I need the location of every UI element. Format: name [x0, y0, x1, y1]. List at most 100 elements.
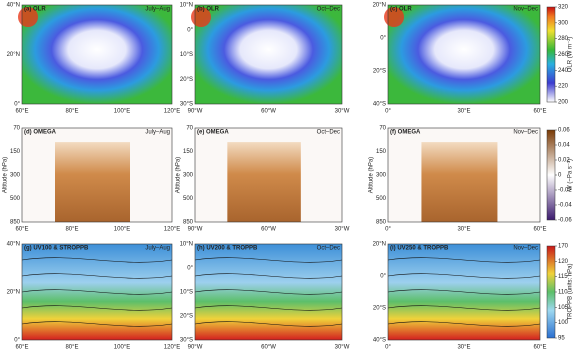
- y-tick-label: 20°S: [373, 306, 386, 312]
- x-tick-label: 60°E: [533, 109, 546, 115]
- x-tick-label: 30°W: [335, 227, 350, 233]
- panel-period: Nov–Dec: [513, 7, 538, 13]
- x-tick-label: 60°W: [261, 109, 276, 115]
- y-tick-label: 30°S: [180, 102, 193, 108]
- x-tick-label: 90°W: [188, 227, 203, 233]
- y-tick-label: 500: [376, 196, 387, 202]
- colorbar-tick-label: 240: [558, 68, 569, 74]
- panel-label: (e) OMEGA: [197, 130, 229, 136]
- colorbar-tick-label: 280: [558, 36, 569, 42]
- y-tick-label: 10°N: [180, 3, 193, 9]
- y-tick-label: 70: [379, 126, 386, 132]
- streamline: [387, 321, 541, 327]
- streamline: [194, 321, 343, 327]
- colorbar: [546, 129, 556, 221]
- colorbar-tick-label: 0: [558, 173, 562, 179]
- y-tick-label: 150: [376, 149, 387, 155]
- y-tick-label: 150: [183, 149, 194, 155]
- x-tick-label: 60°W: [261, 345, 276, 351]
- x-tick-label: 30°E: [457, 227, 470, 233]
- y-tick-label: 40°S: [373, 338, 386, 344]
- streamline: [387, 257, 541, 263]
- x-tick-label: 30°E: [457, 109, 470, 115]
- y-tick-label: 300: [10, 173, 21, 179]
- panel-frame: [194, 127, 343, 223]
- panel-label: (h) UV200 & TROPPB: [197, 246, 258, 252]
- panel-frame: [21, 127, 173, 223]
- x-tick-label: 120°E: [164, 227, 180, 233]
- colorbar-tick-label: 95: [558, 336, 565, 342]
- colorbar-tick-label: 0.06: [558, 128, 570, 134]
- panel-frame: [194, 4, 343, 105]
- x-tick-label: 120°E: [164, 345, 180, 351]
- panel-frame: [21, 243, 173, 341]
- y-axis-label: Altitude (hPa): [176, 157, 182, 193]
- panel-frame: [21, 4, 173, 105]
- colorbar-label: OLR (W m⁻²): [568, 37, 574, 73]
- panel-frame: [387, 127, 541, 223]
- colorbar-label: W (−Pa s⁻¹): [568, 159, 574, 191]
- x-tick-label: 120°E: [164, 109, 180, 115]
- panel-label: (i) UV250 & TROPPB: [390, 246, 449, 252]
- y-tick-label: 500: [10, 196, 21, 202]
- panel-period: Oct–Dec: [317, 7, 340, 13]
- y-tick-label: 850: [10, 220, 21, 226]
- warm-region: [384, 7, 404, 27]
- ascent-region: [55, 142, 130, 222]
- colorbar-tick-label: 105: [558, 305, 569, 311]
- panel-frame: [194, 243, 343, 341]
- panel-field: [22, 5, 172, 104]
- colorbar-tick-label: 200: [558, 100, 569, 106]
- colorbar-tick-label: -0.06: [558, 218, 572, 224]
- y-tick-label: 70: [13, 126, 20, 132]
- x-tick-label: 60°E: [15, 345, 28, 351]
- y-tick-label: 20°N: [373, 242, 386, 248]
- colorbar-tick-label: 0.02: [558, 158, 570, 164]
- y-tick-label: 500: [183, 196, 194, 202]
- colorbar-tick-label: 0.04: [558, 143, 570, 149]
- streamline: [387, 305, 541, 311]
- y-tick-label: 0°: [14, 102, 20, 108]
- streamline: [21, 305, 173, 311]
- warm-region: [18, 7, 38, 27]
- panel-period: July–Aug: [145, 246, 170, 252]
- y-tick-label: 20°N: [373, 3, 386, 9]
- y-tick-label: 20°S: [180, 314, 193, 320]
- y-tick-label: 850: [183, 220, 194, 226]
- colorbar-tick-label: -0.04: [558, 203, 572, 209]
- colorbar-label: TROPPB (units: hPa): [568, 263, 574, 320]
- x-tick-label: 60°E: [15, 109, 28, 115]
- x-tick-label: 30°W: [335, 109, 350, 115]
- y-tick-label: 850: [376, 220, 387, 226]
- colorbar: [546, 6, 556, 103]
- x-tick-label: 100°E: [114, 109, 130, 115]
- y-tick-label: 40°N: [7, 3, 20, 9]
- panel-field: [195, 5, 342, 104]
- x-tick-label: 80°E: [65, 345, 78, 351]
- y-tick-label: 0°: [14, 338, 20, 344]
- y-axis-label: Altitude (hPa): [369, 157, 375, 193]
- panel-label: (b) OLR: [197, 7, 220, 13]
- y-tick-label: 20°S: [373, 69, 386, 75]
- panel-frame: [387, 243, 541, 341]
- panel-field: [388, 5, 540, 104]
- x-tick-label: 80°E: [65, 227, 78, 233]
- x-tick-label: 0°: [385, 227, 391, 233]
- streamline: [387, 273, 541, 279]
- y-tick-label: 10°N: [180, 242, 193, 248]
- panel-period: July–Aug: [145, 130, 170, 136]
- colorbar-tick-label: 300: [558, 20, 569, 26]
- y-tick-label: 150: [10, 149, 21, 155]
- x-tick-label: 90°W: [188, 109, 203, 115]
- streamline: [194, 273, 343, 279]
- y-tick-label: 10°S: [180, 52, 193, 58]
- y-tick-label: 20°N: [7, 290, 20, 296]
- panel-period: Oct–Dec: [317, 246, 340, 252]
- x-tick-label: 60°W: [261, 227, 276, 233]
- colorbar-tick-label: 120: [558, 259, 569, 265]
- panel-period: Nov–Dec: [513, 246, 538, 252]
- x-tick-label: 60°E: [533, 345, 546, 351]
- x-tick-label: 0°: [385, 345, 391, 351]
- y-tick-label: 0°: [187, 27, 193, 33]
